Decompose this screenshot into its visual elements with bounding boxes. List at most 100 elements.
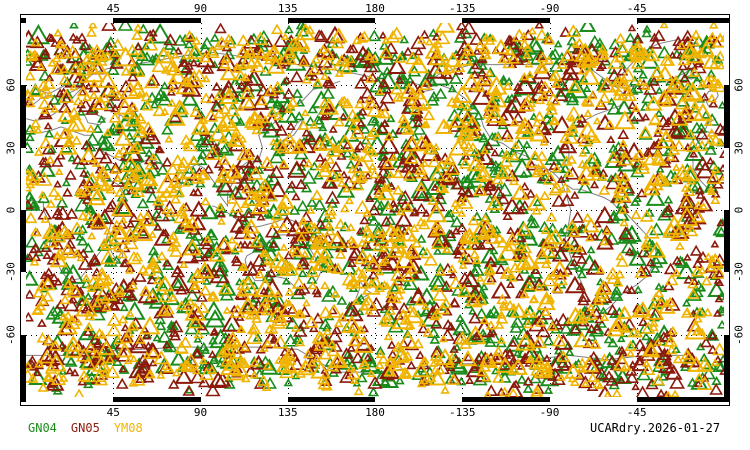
observation-triangle — [539, 190, 551, 200]
observation-triangle — [484, 105, 505, 123]
observation-triangle — [712, 360, 724, 372]
observation-triangle — [412, 338, 424, 349]
axis-tick-gap — [26, 397, 114, 402]
observation-triangle — [347, 245, 366, 261]
observation-triangle — [432, 223, 447, 235]
observation-triangle — [135, 373, 147, 383]
observation-triangle — [202, 300, 226, 321]
observation-triangle — [148, 230, 157, 238]
observation-triangle — [281, 137, 291, 146]
observation-triangle — [217, 259, 226, 267]
observation-triangle — [532, 117, 543, 127]
observation-triangle — [158, 304, 174, 318]
observation-triangle — [380, 215, 393, 227]
observation-triangle — [671, 268, 682, 277]
observation-triangle — [360, 86, 375, 99]
observation-triangle — [699, 92, 710, 101]
observation-triangle — [26, 56, 34, 66]
observation-triangle — [543, 367, 554, 377]
axis-tick-label: -45 — [626, 406, 647, 419]
observation-triangle — [642, 180, 660, 196]
observation-triangle — [26, 235, 40, 248]
observation-triangle — [383, 41, 399, 54]
observation-triangle — [448, 112, 467, 128]
observation-triangle — [76, 253, 85, 262]
observation-triangle — [718, 354, 724, 363]
observation-triangle — [529, 310, 539, 318]
observation-triangle — [175, 283, 188, 295]
observation-triangle — [405, 51, 420, 65]
observation-triangle — [631, 104, 641, 112]
observation-triangle — [558, 137, 578, 154]
observation-triangle — [381, 36, 391, 44]
observation-triangle — [216, 209, 226, 218]
observation-triangle — [178, 202, 189, 211]
observation-triangle — [196, 137, 206, 146]
observation-triangle — [687, 93, 696, 101]
observation-triangle — [42, 372, 54, 382]
observation-triangle — [334, 171, 345, 180]
observation-triangle — [53, 277, 63, 286]
axis-tick-label: -60 — [732, 324, 746, 345]
observation-triangle — [187, 315, 204, 329]
observation-triangle — [337, 95, 351, 107]
observation-triangle — [658, 371, 669, 381]
observation-triangle — [606, 303, 620, 315]
observation-triangle — [592, 219, 602, 228]
observation-triangle — [323, 204, 337, 216]
observation-triangle — [161, 156, 173, 167]
observation-triangle — [290, 323, 301, 332]
observation-triangle — [516, 243, 527, 251]
observation-triangle — [489, 85, 503, 97]
observation-triangle — [424, 37, 434, 46]
observation-triangle — [483, 186, 493, 196]
observation-triangle — [101, 302, 113, 312]
observation-triangle — [578, 23, 597, 32]
observation-triangle — [88, 334, 102, 346]
observation-triangle — [161, 124, 174, 135]
observation-triangle — [285, 219, 306, 237]
observation-triangle — [619, 171, 631, 182]
observation-triangle — [457, 186, 467, 195]
observation-triangle — [385, 29, 401, 43]
observation-triangle — [535, 50, 547, 61]
observation-triangle — [458, 349, 478, 367]
observation-triangle — [38, 190, 47, 199]
observation-triangle — [245, 302, 258, 314]
observation-triangle — [474, 40, 486, 50]
observation-triangle — [642, 359, 651, 367]
observation-triangle — [697, 306, 708, 316]
observation-triangle — [444, 173, 455, 182]
observation-triangle — [35, 171, 53, 186]
observation-triangle — [711, 32, 724, 48]
observation-triangle — [128, 80, 147, 97]
observation-triangle — [260, 297, 271, 306]
observation-triangle — [706, 156, 715, 165]
observation-triangle — [529, 112, 539, 120]
observation-triangle — [506, 280, 515, 288]
observation-triangle — [26, 168, 41, 182]
observation-triangle — [341, 314, 363, 333]
observation-triangle — [456, 99, 468, 111]
observation-triangle — [492, 371, 505, 383]
observation-triangle — [617, 334, 626, 343]
observation-triangle — [637, 245, 652, 258]
observation-triangle — [399, 82, 419, 99]
observation-triangle — [550, 116, 560, 125]
observation-triangle — [75, 347, 93, 362]
observation-triangle — [112, 243, 122, 252]
observation-triangle — [130, 160, 147, 174]
observation-triangle — [463, 114, 482, 131]
observation-triangle — [326, 345, 340, 357]
observation-triangle — [576, 357, 589, 368]
observation-triangle — [620, 232, 631, 241]
observation-triangle — [444, 359, 455, 368]
observation-triangle — [709, 383, 723, 395]
observation-triangle — [511, 111, 525, 123]
observation-triangle — [690, 265, 704, 277]
observation-triangle — [51, 384, 60, 392]
observation-triangle — [64, 169, 77, 180]
observation-triangle — [338, 134, 349, 143]
observation-triangle — [77, 248, 89, 258]
observation-triangle — [447, 264, 458, 273]
